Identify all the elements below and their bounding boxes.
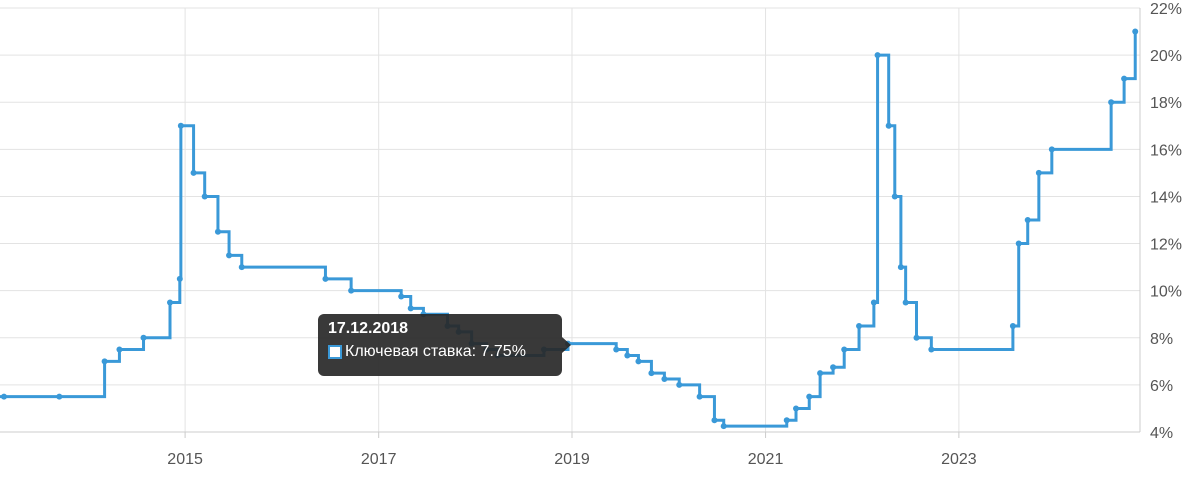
data-point	[214, 228, 221, 235]
data-point	[856, 323, 863, 329]
data-point	[322, 275, 329, 282]
data-point	[841, 346, 848, 353]
data-point	[897, 264, 904, 271]
data-point	[1048, 146, 1055, 153]
x-tick-label: 2017	[361, 451, 397, 468]
data-point	[635, 358, 642, 365]
data-point	[407, 305, 414, 312]
grid	[0, 7, 1141, 438]
tooltip-row: Ключевая ставка: 7.75%	[328, 343, 552, 361]
y-tick-label: 22%	[1150, 1, 1182, 18]
y-tick-label: 12%	[1150, 237, 1182, 254]
data-point	[648, 370, 655, 377]
data-point	[1, 393, 7, 400]
chart-tooltip: 17.12.2018 Ключевая ставка: 7.75%	[318, 314, 571, 376]
data-point	[226, 252, 233, 259]
y-tick-label: 6%	[1150, 378, 1173, 395]
data-point	[190, 169, 197, 176]
data-point	[1035, 169, 1042, 176]
y-axis-labels: 4% 6% 8% 10% 12% 14% 16% 18% 20% 22%	[1150, 1, 1182, 442]
data-point	[1009, 323, 1016, 329]
data-point	[1015, 240, 1022, 247]
data-point	[348, 287, 355, 294]
x-tick-label: 2023	[941, 451, 977, 468]
data-point	[116, 346, 123, 353]
data-point	[238, 264, 245, 271]
data-point	[817, 370, 824, 377]
tooltip-arrow	[562, 337, 571, 353]
data-point	[613, 346, 620, 353]
data-point	[56, 393, 63, 400]
tooltip-value: Ключевая ставка: 7.75%	[345, 343, 526, 360]
data-point	[928, 346, 935, 353]
data-point	[870, 299, 877, 306]
y-tick-label: 18%	[1150, 95, 1182, 112]
data-point	[167, 299, 174, 306]
data-point	[711, 417, 718, 424]
data-point	[874, 52, 881, 59]
data-point	[201, 193, 208, 200]
data-point	[398, 293, 405, 300]
y-tick-label: 16%	[1150, 142, 1182, 159]
series-line	[0, 31, 1137, 428]
data-point	[1132, 28, 1139, 35]
data-point	[1108, 99, 1115, 106]
x-axis-labels: 2015 2017 2019 2021 2023	[167, 451, 976, 468]
y-tick-label: 8%	[1150, 331, 1173, 348]
data-point	[885, 122, 892, 129]
data-point	[902, 299, 909, 306]
y-tick-label: 4%	[1150, 425, 1173, 442]
data-point	[1121, 75, 1128, 82]
data-point	[101, 358, 108, 365]
data-point	[793, 405, 800, 412]
data-point	[176, 275, 183, 282]
x-tick-label: 2019	[554, 451, 590, 468]
data-point	[783, 417, 790, 424]
data-point	[661, 376, 668, 382]
tooltip-series-swatch	[328, 345, 342, 359]
data-point	[830, 364, 837, 371]
data-point	[891, 193, 898, 200]
data-point	[696, 393, 703, 400]
data-point	[913, 334, 920, 341]
data-point	[676, 381, 683, 388]
data-point	[140, 334, 147, 341]
x-tick-label: 2021	[748, 451, 784, 468]
data-point	[720, 423, 727, 430]
series-key-rate	[0, 28, 1139, 430]
data-point	[177, 122, 184, 129]
y-tick-label: 20%	[1150, 48, 1182, 65]
y-tick-label: 14%	[1150, 189, 1182, 206]
data-point	[806, 393, 813, 400]
y-tick-label: 10%	[1150, 284, 1182, 301]
data-point	[1024, 217, 1031, 223]
x-tick-label: 2015	[167, 451, 203, 468]
tooltip-date: 17.12.2018	[328, 320, 409, 337]
data-point	[624, 352, 631, 359]
